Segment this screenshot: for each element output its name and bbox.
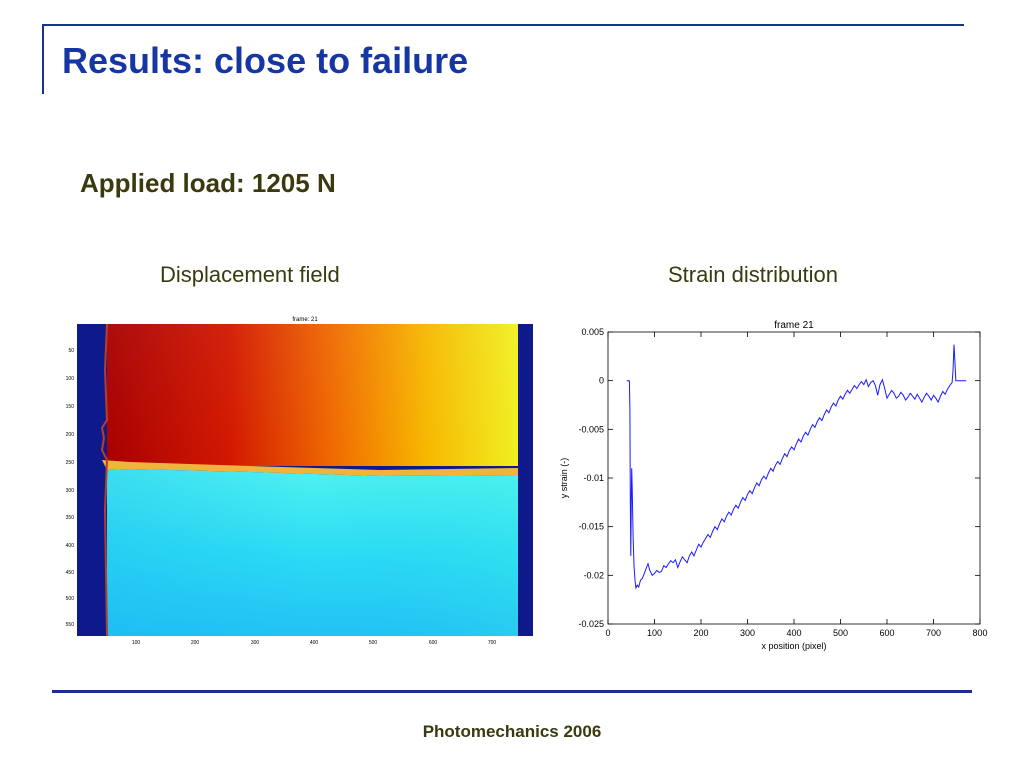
svg-text:150: 150 — [66, 404, 75, 410]
displacement-y-ticks: 50 100 150 200 250 300 350 400 450 500 5… — [66, 348, 75, 628]
strain-chart: 0 100 200 300 400 500 600 700 800 0.005 0 -0.005 -0.… — [559, 320, 988, 651]
svg-text:100: 100 — [66, 376, 75, 382]
y-tick-label: -0.005 — [578, 424, 604, 434]
y-tick-label: -0.01 — [583, 473, 604, 483]
strain-x-axis-label: x position (pixel) — [761, 641, 826, 651]
strain-series-line — [626, 344, 967, 590]
strain-plot-frame — [607, 331, 981, 625]
svg-text:500: 500 — [66, 596, 75, 602]
slide-title: Results: close to failure — [62, 40, 469, 81]
svg-text:200: 200 — [66, 432, 75, 438]
strain-caption: Strain distribution — [668, 262, 838, 287]
displacement-plot-title: frame: 21 — [292, 317, 318, 323]
svg-text:300: 300 — [66, 488, 75, 494]
svg-text:400: 400 — [66, 543, 75, 549]
x-tick-label: 200 — [693, 628, 708, 638]
displacement-x-ticks: 100 200 300 400 500 600 700 — [132, 640, 497, 646]
svg-text:500: 500 — [369, 640, 378, 646]
footer-text: Photomechanics 2006 — [422, 722, 602, 741]
svg-text:700: 700 — [488, 640, 497, 646]
x-tick-label: 800 — [972, 628, 987, 638]
y-tick-label: -0.02 — [583, 570, 604, 580]
strain-chart-title: frame 21 — [774, 320, 814, 331]
strain-ticks: 0 100 200 300 400 500 600 700 800 0.005 0 -0.005 -0.… — [578, 327, 987, 638]
x-tick-label: 700 — [926, 628, 941, 638]
svg-text:450: 450 — [66, 570, 75, 576]
footer-rule — [52, 690, 972, 693]
title-left-rule — [42, 24, 44, 94]
y-tick-label: -0.015 — [578, 522, 604, 532]
svg-text:400: 400 — [310, 640, 319, 646]
x-tick-label: 0 — [605, 628, 610, 638]
crack-boundary-band — [102, 460, 518, 476]
y-tick-label: 0 — [599, 376, 604, 386]
x-tick-label: 600 — [879, 628, 894, 638]
x-tick-label: 400 — [786, 628, 801, 638]
displacement-caption: Displacement field — [160, 262, 340, 287]
svg-text:550: 550 — [66, 622, 75, 628]
displacement-field-plot: frame: 21 50 100 150 200 250 300 350 400… — [66, 317, 533, 646]
strain-axes — [607, 331, 981, 625]
x-tick-label: 300 — [740, 628, 755, 638]
x-tick-label: 100 — [647, 628, 662, 638]
svg-text:250: 250 — [66, 460, 75, 466]
svg-text:300: 300 — [251, 640, 260, 646]
x-tick-label: 500 — [833, 628, 848, 638]
svg-text:350: 350 — [66, 515, 75, 521]
applied-load-heading: Applied load: 1205 N — [80, 168, 336, 198]
svg-text:600: 600 — [429, 640, 438, 646]
y-tick-label: -0.025 — [578, 619, 604, 629]
svg-text:50: 50 — [68, 348, 74, 354]
title-top-rule — [42, 24, 964, 26]
svg-text:100: 100 — [132, 640, 141, 646]
y-tick-label: 0.005 — [581, 327, 604, 337]
svg-text:200: 200 — [191, 640, 200, 646]
strain-y-axis-label: y strain (-) — [559, 458, 569, 499]
